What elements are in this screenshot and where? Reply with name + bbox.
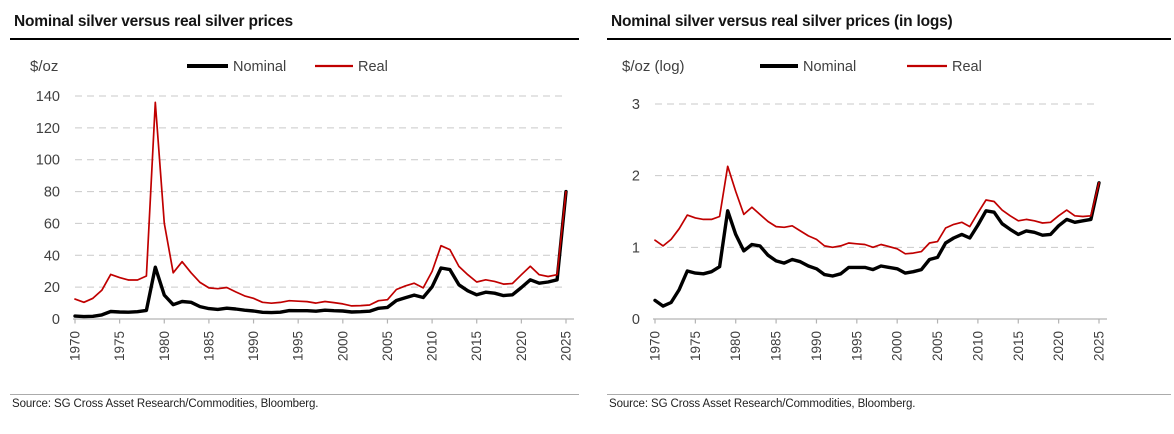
y-tick-label: 40: [44, 248, 60, 264]
y-tick-label: 120: [36, 121, 60, 137]
x-tick-label: 2015: [1011, 331, 1026, 361]
y-axis-unit-label: $/oz (log): [622, 58, 685, 75]
x-tick-label: 1970: [648, 331, 663, 361]
y-tick-label: 100: [36, 153, 60, 169]
x-tick-label: 1985: [769, 331, 784, 361]
y-tick-label: 20: [44, 280, 60, 296]
y-tick-label: 3: [632, 97, 640, 113]
x-tick-label: 1995: [291, 331, 306, 361]
source-divider: [10, 394, 579, 395]
legend-label-nominal: Nominal: [233, 59, 286, 75]
legend-label-real: Real: [952, 59, 982, 75]
chart-title: Nominal silver versus real silver prices…: [607, 0, 1171, 40]
y-tick-label: 0: [52, 312, 60, 328]
x-tick-label: 1970: [68, 331, 83, 361]
x-tick-label: 1975: [112, 331, 127, 361]
series-line-nominal: [73, 189, 568, 319]
source-note: Source: SG Cross Asset Research/Commodit…: [12, 398, 319, 410]
x-tick-label: 1985: [201, 331, 216, 361]
y-tick-label: 0: [632, 312, 640, 328]
series-line-real: [74, 101, 567, 307]
series-line-nominal: [653, 181, 1101, 308]
chart-canvas: $/oz Nominal Real 0 20 40 60 80 100 120 140 1970 197…: [30, 58, 574, 361]
chart-panel-nominal-vs-real: Nominal silver versus real silver prices…: [10, 0, 579, 410]
legend-label-real: Real: [358, 59, 388, 75]
y-tick-label: 1: [632, 240, 640, 256]
chart-panel-nominal-vs-real-logs: Nominal silver versus real silver prices…: [587, 0, 1174, 434]
y-tick-label: 80: [44, 185, 60, 201]
x-tick-label: 2005: [380, 331, 395, 361]
y-tick-label: 2: [632, 169, 640, 185]
legend-label-nominal: Nominal: [803, 59, 856, 75]
chart-title: Nominal silver versus real silver prices: [10, 0, 579, 40]
x-tick-label: 1980: [728, 331, 743, 361]
y-axis-unit-label: $/oz: [30, 58, 58, 75]
x-tick-label: 2000: [890, 331, 905, 361]
x-tick-label: 2010: [970, 331, 985, 361]
x-tick-label: 2015: [469, 331, 484, 361]
x-tick-label: 2025: [559, 331, 574, 361]
x-tick-label: 1995: [849, 331, 864, 361]
x-tick-label: 2020: [1051, 331, 1066, 361]
y-tick-label: 60: [44, 216, 60, 232]
source-divider: [607, 394, 1171, 395]
x-tick-label: 1990: [246, 331, 261, 361]
y-tick-label: 140: [36, 89, 60, 105]
x-tick-label: 2000: [335, 331, 350, 361]
x-tick-label: 2025: [1092, 331, 1107, 361]
source-note: Source: SG Cross Asset Research/Commodit…: [609, 398, 916, 410]
series-line-real: [654, 165, 1100, 255]
x-tick-label: 1990: [809, 331, 824, 361]
x-tick-label: 2020: [514, 331, 529, 361]
x-tick-label: 1975: [688, 331, 703, 361]
x-tick-label: 1980: [157, 331, 172, 361]
chart-canvas: $/oz (log) Nominal Real 0 1 2 3 1970 1975 1980 198…: [622, 58, 1107, 361]
x-tick-label: 2005: [930, 331, 945, 361]
x-tick-label: 2010: [425, 331, 440, 361]
